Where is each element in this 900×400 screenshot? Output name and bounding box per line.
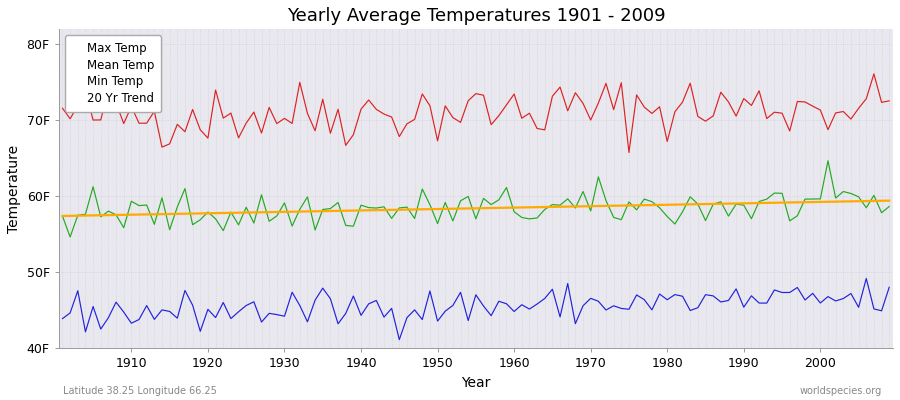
Line: 20 Yr Trend: 20 Yr Trend	[62, 201, 889, 216]
Line: Min Temp: Min Temp	[62, 278, 889, 340]
Legend: Max Temp, Mean Temp, Min Temp, 20 Yr Trend: Max Temp, Mean Temp, Min Temp, 20 Yr Tre…	[65, 35, 161, 112]
Text: worldspecies.org: worldspecies.org	[800, 386, 882, 396]
Max Temp	[333, 107, 344, 112]
20 Yr Trend	[57, 214, 68, 218]
Min Temp	[861, 276, 872, 281]
Title: Yearly Average Temperatures 1901 - 2009: Yearly Average Temperatures 1901 - 2009	[286, 7, 665, 25]
Min Temp	[394, 337, 405, 342]
20 Yr Trend	[287, 209, 298, 214]
Mean Temp	[126, 199, 137, 204]
Min Temp	[333, 321, 344, 326]
Max Temp	[624, 150, 634, 155]
Min Temp	[118, 310, 129, 314]
Min Temp	[287, 290, 298, 295]
20 Yr Trend	[884, 198, 895, 203]
Min Temp	[57, 316, 68, 321]
Mean Temp	[823, 158, 833, 163]
20 Yr Trend	[333, 208, 344, 213]
Max Temp	[57, 106, 68, 111]
Mean Temp	[608, 215, 619, 220]
Mean Temp	[884, 204, 895, 209]
Mean Temp	[65, 234, 76, 239]
X-axis label: Year: Year	[461, 376, 491, 390]
Mean Temp	[340, 223, 351, 228]
Text: Latitude 38.25 Longitude 66.25: Latitude 38.25 Longitude 66.25	[63, 386, 217, 396]
Mean Temp	[508, 209, 519, 214]
Min Temp	[508, 309, 519, 314]
Min Temp	[884, 285, 895, 290]
Max Temp	[118, 121, 129, 126]
Mean Temp	[294, 207, 305, 212]
Max Temp	[508, 92, 519, 96]
Max Temp	[884, 98, 895, 103]
20 Yr Trend	[118, 212, 129, 217]
Max Temp	[600, 81, 611, 86]
20 Yr Trend	[508, 205, 519, 210]
Max Temp	[287, 121, 298, 126]
Max Temp	[501, 102, 512, 107]
Max Temp	[868, 72, 879, 76]
20 Yr Trend	[501, 205, 512, 210]
Line: Max Temp: Max Temp	[62, 74, 889, 152]
Y-axis label: Temperature: Temperature	[7, 144, 21, 233]
Mean Temp	[57, 214, 68, 218]
Min Temp	[608, 303, 619, 308]
Mean Temp	[517, 215, 527, 220]
20 Yr Trend	[600, 204, 611, 208]
Line: Mean Temp: Mean Temp	[62, 161, 889, 237]
Min Temp	[517, 302, 527, 307]
